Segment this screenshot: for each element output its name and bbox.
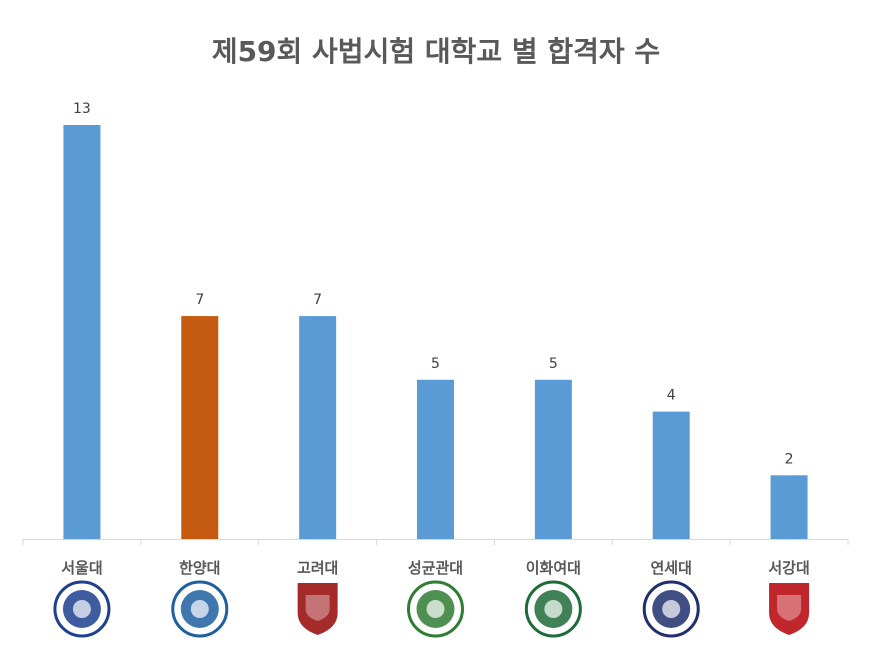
- university-logo-detail: [190, 600, 209, 618]
- university-logo-detail: [662, 600, 681, 618]
- university-logo-icon: [297, 583, 338, 635]
- category-label: 연세대: [651, 559, 692, 577]
- category-label: 성균관대: [408, 559, 463, 577]
- data-label: 2: [785, 451, 794, 467]
- category-label: 고려대: [297, 559, 338, 577]
- category-label: 한양대: [179, 559, 220, 577]
- data-label: 5: [431, 356, 440, 372]
- bar-고려대: [299, 316, 337, 539]
- bar-서울대: [63, 125, 101, 539]
- data-label: 4: [667, 388, 676, 404]
- university-logo-detail: [305, 595, 330, 621]
- university-logo-detail: [777, 595, 802, 621]
- category-label: 서강대: [768, 559, 809, 577]
- category-label: 서울대: [61, 559, 102, 577]
- university-logo-detail: [544, 600, 563, 618]
- category-label: 이화여대: [526, 559, 581, 577]
- university-logo-detail: [72, 600, 91, 618]
- bar-서강대: [770, 475, 808, 539]
- data-label: 7: [313, 292, 322, 308]
- university-logo-detail: [426, 600, 445, 618]
- data-label: 13: [73, 101, 91, 117]
- university-logo-icon: [769, 583, 810, 635]
- bar-한양대: [181, 316, 219, 539]
- data-label: 7: [195, 292, 204, 308]
- data-label: 5: [549, 356, 558, 372]
- chart-title: 제59회 사법시험 대학교 별 합격자 수: [211, 35, 661, 68]
- bar-성균관대: [417, 379, 454, 539]
- bar-이화여대: [534, 379, 572, 539]
- bar-연세대: [652, 411, 690, 539]
